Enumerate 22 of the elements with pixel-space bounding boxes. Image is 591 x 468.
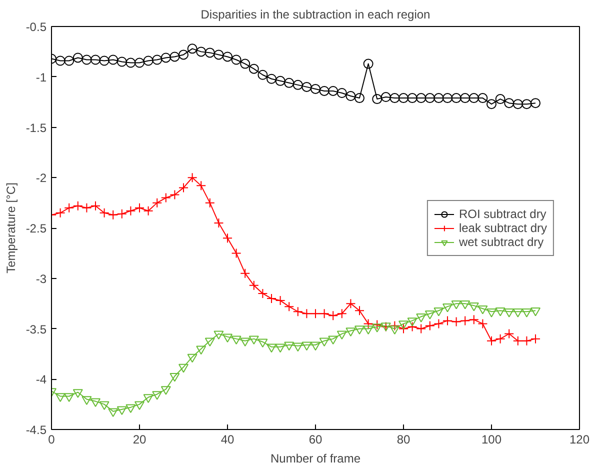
x-tick-label: 0	[48, 432, 56, 446]
chart-title: Disparities in the subtraction in each region	[200, 8, 430, 22]
x-axis-title: Number of frame	[270, 452, 361, 466]
y-tick-label: -3.5	[26, 322, 47, 336]
y-tick-label: -4	[36, 372, 47, 387]
y-tick-label: -0.5	[26, 20, 47, 34]
y-tick-label: -1	[36, 70, 47, 84]
legend-label: ROI subtract dry	[458, 206, 546, 220]
legend-label: wet subtract dry	[458, 234, 544, 248]
y-tick-label: -2.5	[26, 222, 47, 236]
y-tick-label: -1.5	[26, 120, 47, 135]
y-axis-title: Temperature [°C]	[4, 182, 18, 274]
x-tick-label: 100	[481, 432, 502, 446]
x-tick-label: 120	[569, 432, 590, 446]
y-tick-label: -3	[36, 272, 47, 286]
x-tick-label: 20	[132, 432, 146, 446]
x-tick-label: 80	[396, 432, 410, 446]
x-tick-label: 40	[220, 432, 234, 446]
x-tick-label: 60	[308, 432, 322, 446]
y-tick-label: -2	[36, 171, 47, 186]
legend-label: leak subtract dry	[458, 220, 547, 234]
y-tick-label: -4.5	[26, 423, 47, 437]
